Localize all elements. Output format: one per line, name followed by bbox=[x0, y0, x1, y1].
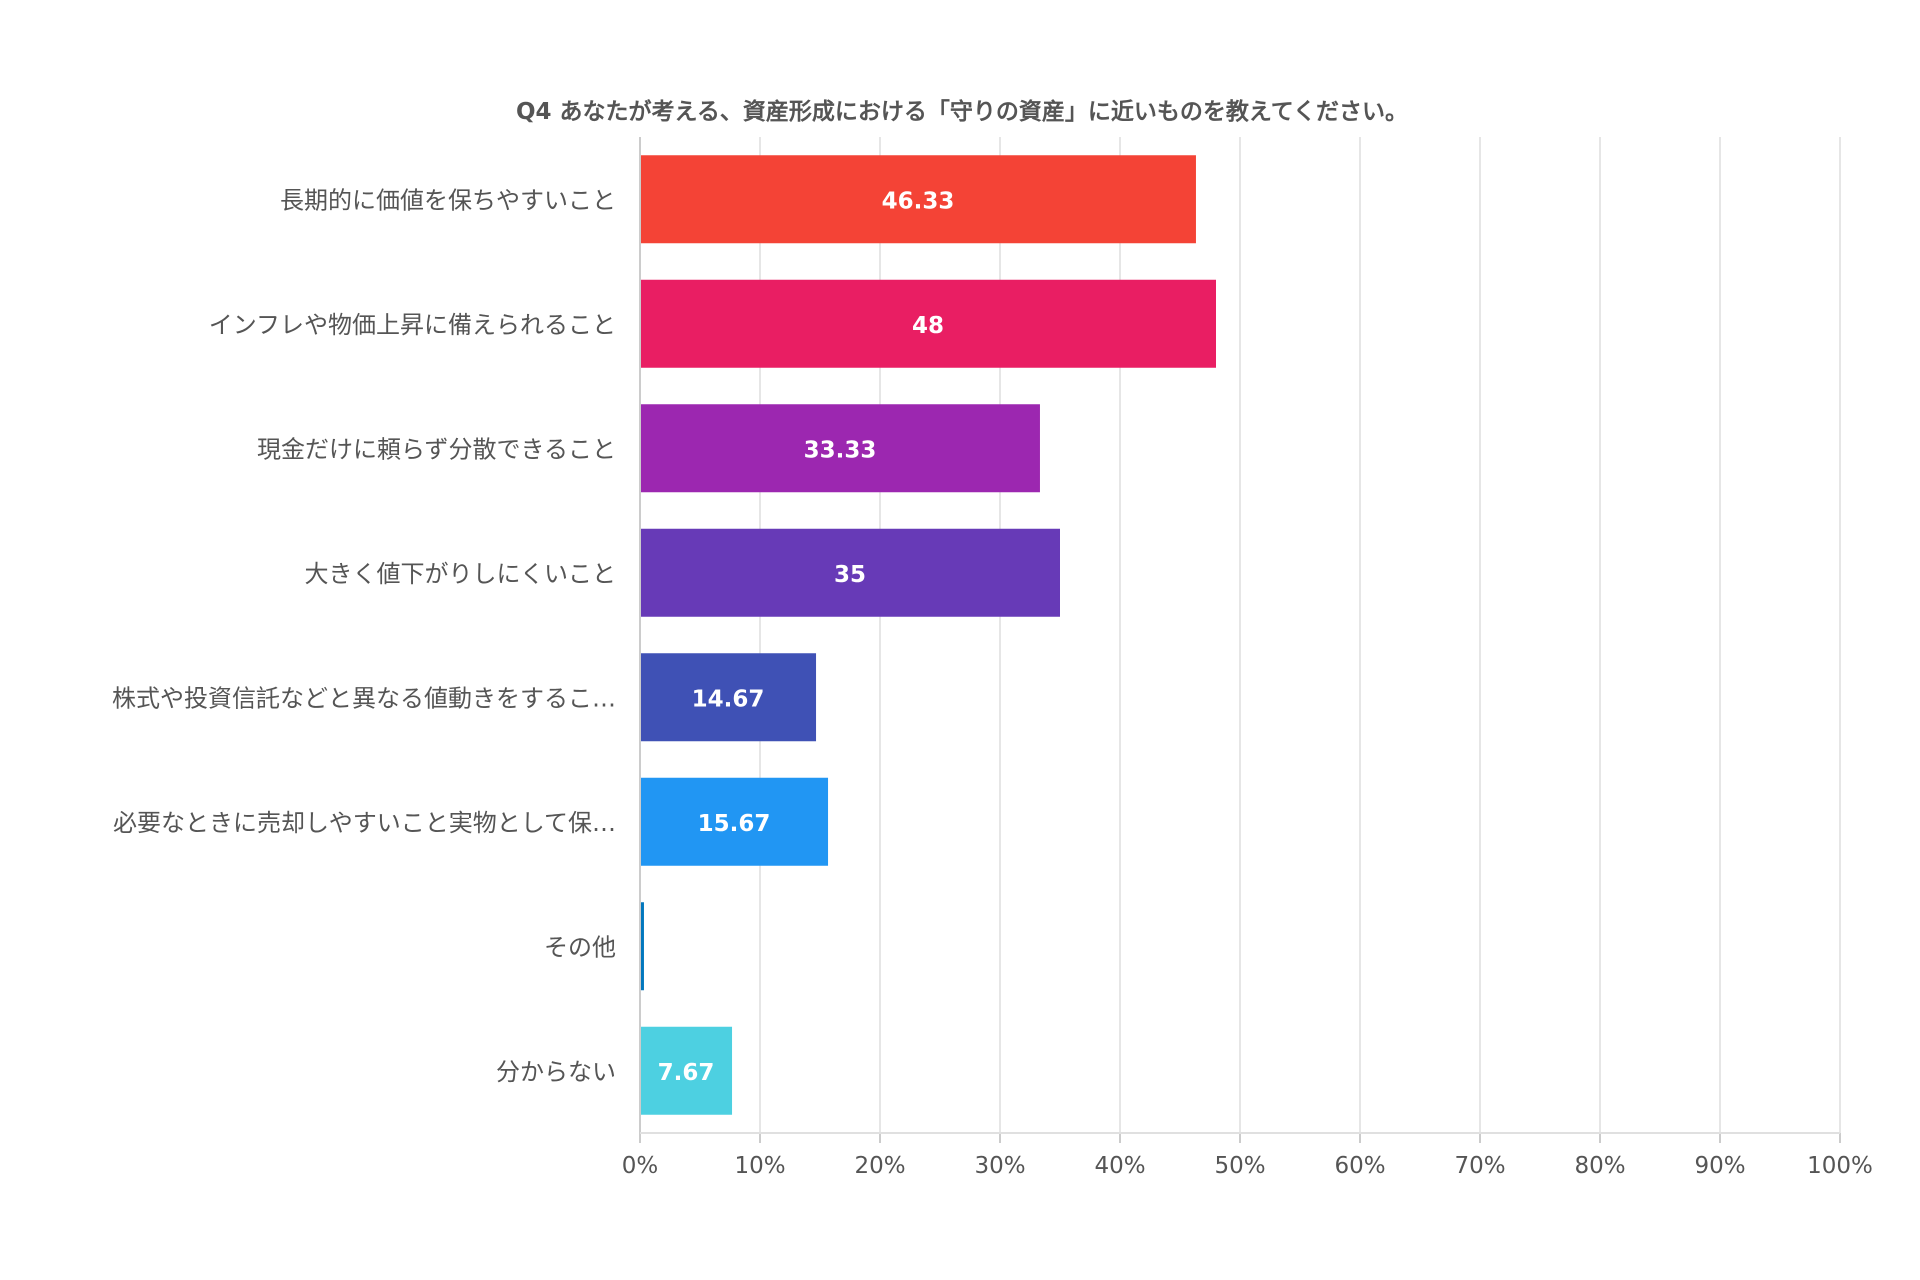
x-tick-label: 40% bbox=[1094, 1153, 1145, 1179]
x-tick-label: 50% bbox=[1214, 1153, 1265, 1179]
data-label: 33.33 bbox=[804, 437, 877, 463]
bars: 46.33 48 33.33 35 14.67 15.67 7.67 bbox=[640, 155, 1216, 1115]
axes: 0% 10% 20% 30% 40% 50% 60% 70% 80% 90% 100% 長期的に価値を… bbox=[112, 137, 1873, 1179]
chart-title: Q4 あなたが考える、資産形成における「守りの資産」に近いものを教えてください。 bbox=[516, 98, 1408, 125]
data-label: 46.33 bbox=[882, 188, 955, 214]
category-label: その他 bbox=[544, 933, 616, 961]
x-tick-label: 100% bbox=[1807, 1153, 1873, 1179]
category-label: インフレや物価上昇に備えられること bbox=[209, 311, 616, 339]
x-tick-label: 70% bbox=[1454, 1153, 1505, 1179]
bar[interactable] bbox=[640, 404, 1040, 493]
x-tick-label: 90% bbox=[1694, 1153, 1745, 1179]
x-tick-label: 20% bbox=[854, 1153, 905, 1179]
data-label: 15.67 bbox=[698, 811, 771, 837]
category-label: 分からない bbox=[496, 1058, 616, 1086]
bar[interactable] bbox=[640, 653, 817, 742]
bar[interactable] bbox=[640, 777, 829, 866]
x-tick-label: 80% bbox=[1574, 1153, 1625, 1179]
x-tick-label: 0% bbox=[622, 1153, 659, 1179]
category-label: 必要なときに売却しやすいこと実物として保… bbox=[113, 809, 616, 837]
bar[interactable] bbox=[640, 902, 644, 991]
category-label: 株式や投資信託などと異なる値動きをするこ… bbox=[112, 684, 616, 712]
bar[interactable] bbox=[640, 279, 1216, 368]
bar[interactable] bbox=[640, 528, 1060, 617]
bar[interactable] bbox=[640, 1026, 733, 1115]
x-tick-label: 60% bbox=[1334, 1153, 1385, 1179]
data-label: 7.67 bbox=[658, 1060, 715, 1086]
x-tick-label: 10% bbox=[734, 1153, 785, 1179]
data-label: 35 bbox=[834, 562, 866, 588]
category-label: 長期的に価値を保ちやすいこと bbox=[280, 186, 616, 214]
bar[interactable] bbox=[640, 155, 1196, 244]
category-label: 現金だけに頼らず分散できること bbox=[257, 435, 616, 463]
data-label: 14.67 bbox=[692, 686, 765, 712]
data-label: 48 bbox=[912, 313, 944, 339]
x-tick-label: 30% bbox=[974, 1153, 1025, 1179]
category-label: 大きく値下がりしにくいこと bbox=[304, 560, 616, 588]
